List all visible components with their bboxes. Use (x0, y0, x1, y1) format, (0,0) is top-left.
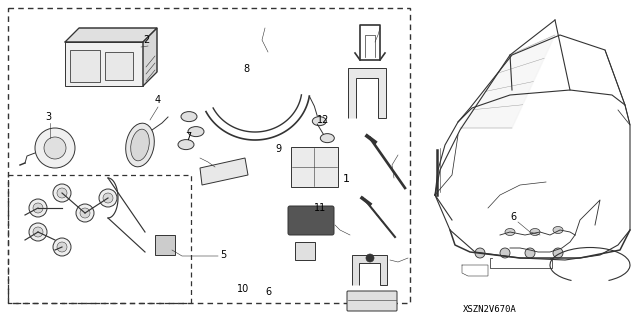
Text: 1: 1 (342, 174, 349, 184)
Text: 6: 6 (510, 212, 516, 222)
FancyBboxPatch shape (347, 291, 397, 311)
Circle shape (29, 199, 47, 217)
Circle shape (553, 248, 563, 258)
Circle shape (99, 189, 117, 207)
FancyBboxPatch shape (291, 147, 338, 187)
Bar (105, 52, 133, 80)
FancyBboxPatch shape (288, 206, 334, 235)
Polygon shape (352, 255, 387, 285)
Circle shape (500, 248, 510, 258)
Ellipse shape (178, 140, 194, 150)
Circle shape (76, 204, 94, 222)
Ellipse shape (125, 123, 154, 167)
Polygon shape (200, 158, 248, 185)
Polygon shape (460, 35, 555, 128)
Text: XSZN2V670A: XSZN2V670A (463, 306, 517, 315)
Text: 2: 2 (143, 35, 149, 45)
Circle shape (35, 128, 75, 168)
Circle shape (33, 227, 43, 237)
Ellipse shape (530, 228, 540, 235)
Ellipse shape (188, 127, 204, 137)
Text: 3: 3 (45, 112, 51, 122)
Ellipse shape (312, 117, 326, 126)
Circle shape (525, 248, 535, 258)
Circle shape (57, 188, 67, 198)
Circle shape (29, 223, 47, 241)
Text: 8: 8 (243, 64, 250, 74)
Circle shape (80, 208, 90, 218)
Ellipse shape (553, 226, 563, 234)
Polygon shape (155, 235, 175, 255)
Text: 11: 11 (314, 203, 326, 212)
Polygon shape (65, 28, 157, 42)
Text: 9: 9 (275, 144, 282, 154)
Ellipse shape (505, 228, 515, 235)
Text: 5: 5 (220, 250, 227, 260)
Circle shape (53, 238, 71, 256)
Text: 12: 12 (317, 115, 329, 125)
Circle shape (57, 242, 67, 252)
Ellipse shape (321, 134, 334, 143)
Circle shape (44, 137, 66, 159)
Circle shape (33, 203, 43, 213)
Bar (8, 175, 191, 303)
Ellipse shape (181, 112, 197, 122)
Ellipse shape (131, 129, 149, 161)
Circle shape (366, 254, 374, 262)
Text: 7: 7 (186, 132, 192, 142)
Text: 10: 10 (237, 284, 249, 294)
Bar (65, 42, 143, 86)
Circle shape (103, 193, 113, 203)
Bar (295, 242, 315, 260)
Circle shape (475, 248, 485, 258)
Text: 4: 4 (155, 95, 161, 105)
Text: 6: 6 (266, 287, 272, 297)
Circle shape (53, 184, 71, 202)
Bar (8, 8, 410, 303)
Polygon shape (143, 28, 157, 86)
Bar (70, 50, 100, 82)
Polygon shape (348, 68, 386, 118)
